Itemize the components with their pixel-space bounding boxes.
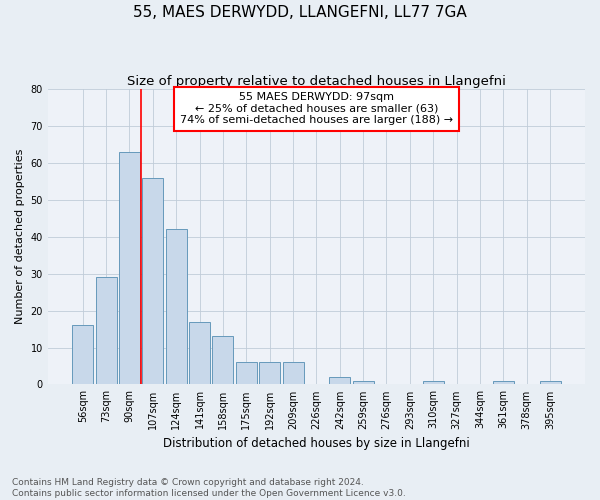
Bar xyxy=(142,178,163,384)
X-axis label: Distribution of detached houses by size in Llangefni: Distribution of detached houses by size … xyxy=(163,437,470,450)
Bar xyxy=(95,278,116,384)
Bar xyxy=(212,336,233,384)
Bar xyxy=(119,152,140,384)
Bar xyxy=(236,362,257,384)
Bar xyxy=(283,362,304,384)
Bar xyxy=(423,380,444,384)
Text: 55, MAES DERWYDD, LLANGEFNI, LL77 7GA: 55, MAES DERWYDD, LLANGEFNI, LL77 7GA xyxy=(133,5,467,20)
Y-axis label: Number of detached properties: Number of detached properties xyxy=(15,149,25,324)
Bar xyxy=(259,362,280,384)
Bar xyxy=(353,380,374,384)
Bar xyxy=(329,377,350,384)
Bar xyxy=(189,322,210,384)
Bar xyxy=(72,326,93,384)
Bar xyxy=(166,230,187,384)
Bar xyxy=(539,380,560,384)
Bar xyxy=(493,380,514,384)
Text: Contains HM Land Registry data © Crown copyright and database right 2024.
Contai: Contains HM Land Registry data © Crown c… xyxy=(12,478,406,498)
Text: 55 MAES DERWYDD: 97sqm
← 25% of detached houses are smaller (63)
74% of semi-det: 55 MAES DERWYDD: 97sqm ← 25% of detached… xyxy=(180,92,453,126)
Title: Size of property relative to detached houses in Llangefni: Size of property relative to detached ho… xyxy=(127,75,506,88)
